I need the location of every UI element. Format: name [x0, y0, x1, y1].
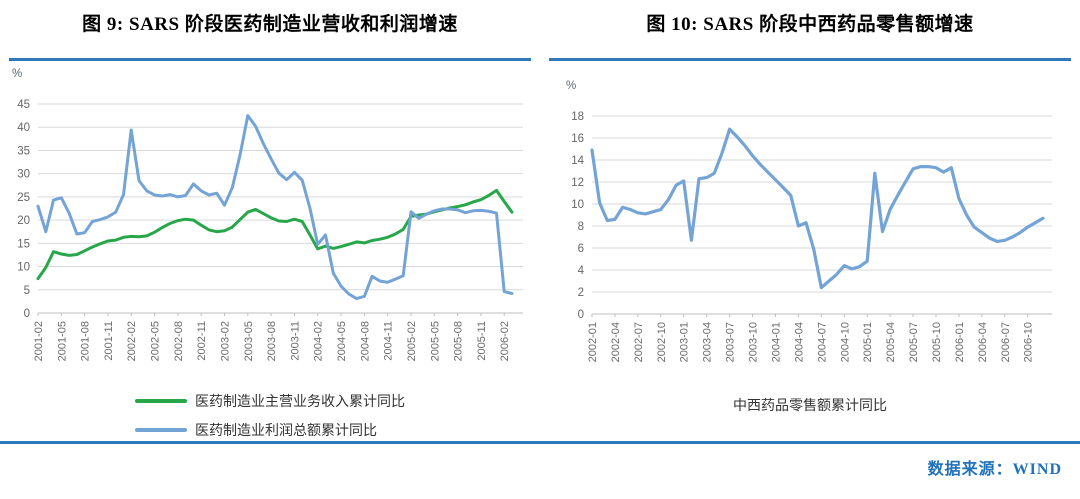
svg-text:2004-08: 2004-08	[359, 321, 371, 361]
legend-label-profit: 医药制造业利润总额累计同比	[195, 422, 377, 438]
svg-text:2005-10: 2005-10	[931, 322, 943, 362]
svg-text:2004-11: 2004-11	[383, 321, 395, 361]
svg-text:2004-10: 2004-10	[839, 322, 851, 362]
svg-text:2004-02: 2004-02	[313, 321, 325, 361]
legend-label-revenue: 医药制造业主营业务收入累计同比	[195, 393, 405, 409]
svg-text:5: 5	[24, 285, 30, 297]
svg-text:2005-05: 2005-05	[429, 321, 441, 361]
footer-divider	[0, 441, 1080, 444]
svg-text:2005-11: 2005-11	[476, 321, 488, 361]
svg-text:2003-05: 2003-05	[243, 321, 255, 361]
svg-text:2005-08: 2005-08	[453, 321, 465, 361]
data-source-note: 数据来源：WIND	[927, 461, 1062, 478]
svg-text:2006-01: 2006-01	[954, 322, 966, 362]
svg-text:2002-01: 2002-01	[587, 322, 599, 362]
svg-text:2004-05: 2004-05	[336, 321, 348, 361]
svg-text:2003-01: 2003-01	[679, 322, 691, 362]
svg-text:2006-02: 2006-02	[499, 321, 511, 361]
svg-text:2003-02: 2003-02	[219, 321, 231, 361]
figure-10-title: 图 10: SARS 阶段中西药品零售额增速	[646, 14, 974, 35]
svg-text:10: 10	[571, 199, 584, 211]
svg-text:%: %	[12, 68, 22, 80]
svg-text:2003-04: 2003-04	[702, 322, 714, 362]
svg-text:2005-04: 2005-04	[885, 322, 897, 362]
svg-text:2002-02: 2002-02	[126, 321, 138, 361]
svg-text:35: 35	[17, 145, 30, 157]
svg-text:10: 10	[17, 262, 30, 274]
svg-text:6: 6	[578, 243, 584, 255]
svg-text:%: %	[566, 80, 576, 92]
legend-swatch-revenue-line	[135, 399, 187, 403]
legend-swatch-profit-line	[135, 428, 187, 432]
svg-text:2002-07: 2002-07	[633, 322, 645, 362]
svg-text:2002-10: 2002-10	[656, 322, 668, 362]
svg-text:2: 2	[578, 287, 584, 299]
svg-text:2003-07: 2003-07	[725, 322, 737, 362]
svg-text:2002-11: 2002-11	[196, 321, 208, 361]
svg-text:2006-07: 2006-07	[1000, 322, 1012, 362]
svg-text:14: 14	[571, 155, 584, 167]
figure-9-title-rule	[9, 58, 531, 61]
svg-text:2001-08: 2001-08	[80, 321, 92, 361]
chart-svg-1: 0 2 4 6 8 10 12 14 16 18% 2002-01 2002-04 2002-07 200…	[566, 80, 1052, 362]
figure-10-title-rule	[549, 58, 1071, 61]
svg-text:2004-07: 2004-07	[816, 322, 828, 362]
chart-svg-0: 0 5 10 15 20 25 30 35 40 45% 2001-02 2001-05 2001-08…	[12, 68, 523, 361]
svg-text:8: 8	[578, 221, 584, 233]
svg-text:18: 18	[571, 111, 584, 123]
svg-text:16: 16	[571, 133, 584, 145]
svg-text:15: 15	[17, 238, 30, 250]
svg-text:0: 0	[24, 308, 30, 320]
svg-text:2004-01: 2004-01	[770, 322, 782, 362]
svg-text:2006-10: 2006-10	[1023, 322, 1035, 362]
svg-text:12: 12	[571, 177, 584, 189]
charts-container: 图 9: SARS 阶段医药制造业营收和利润增速 0 5 10 15 20 25 30 35 4…	[0, 0, 1080, 440]
svg-text:20: 20	[17, 215, 30, 227]
svg-text:2001-02: 2001-02	[33, 321, 45, 361]
svg-text:2005-01: 2005-01	[862, 322, 874, 362]
figure-9-panel: 图 9: SARS 阶段医药制造业营收和利润增速 0 5 10 15 20 25 30 35 4…	[0, 0, 540, 440]
figure-10-panel: 图 10: SARS 阶段中西药品零售额增速 0 2 4 6 8 10 12 14 16 18% 2…	[540, 0, 1080, 440]
svg-text:2003-08: 2003-08	[266, 321, 278, 361]
svg-text:2001-05: 2001-05	[56, 321, 68, 361]
svg-text:2005-07: 2005-07	[908, 322, 920, 362]
figure-10-legend: 中西药品零售额累计同比	[540, 395, 1080, 415]
figure-9-title: 图 9: SARS 阶段医药制造业营收和利润增速	[82, 14, 458, 35]
svg-text:25: 25	[17, 192, 30, 204]
svg-text:2006-04: 2006-04	[977, 322, 989, 362]
svg-text:2001-11: 2001-11	[103, 321, 115, 361]
svg-text:2002-08: 2002-08	[173, 321, 185, 361]
svg-text:45: 45	[17, 99, 30, 111]
svg-text:2003-11: 2003-11	[289, 321, 301, 361]
legend-label-retail: 中西药品零售额累计同比	[733, 397, 887, 413]
svg-text:30: 30	[17, 169, 30, 181]
figure-9-legend: 医药制造业主营业务收入累计同比 医药制造业利润总额累计同比	[135, 391, 405, 440]
svg-text:40: 40	[17, 122, 30, 134]
svg-text:2003-10: 2003-10	[748, 322, 760, 362]
legend-item-profit: 医药制造业利润总额累计同比	[135, 420, 405, 440]
legend-item-revenue: 医药制造业主营业务收入累计同比	[135, 391, 405, 411]
svg-text:4: 4	[578, 265, 585, 277]
svg-text:2002-05: 2002-05	[150, 321, 162, 361]
svg-text:2004-04: 2004-04	[793, 322, 805, 362]
svg-text:0: 0	[578, 309, 584, 321]
svg-text:2005-02: 2005-02	[406, 321, 418, 361]
svg-text:2002-04: 2002-04	[610, 322, 622, 362]
